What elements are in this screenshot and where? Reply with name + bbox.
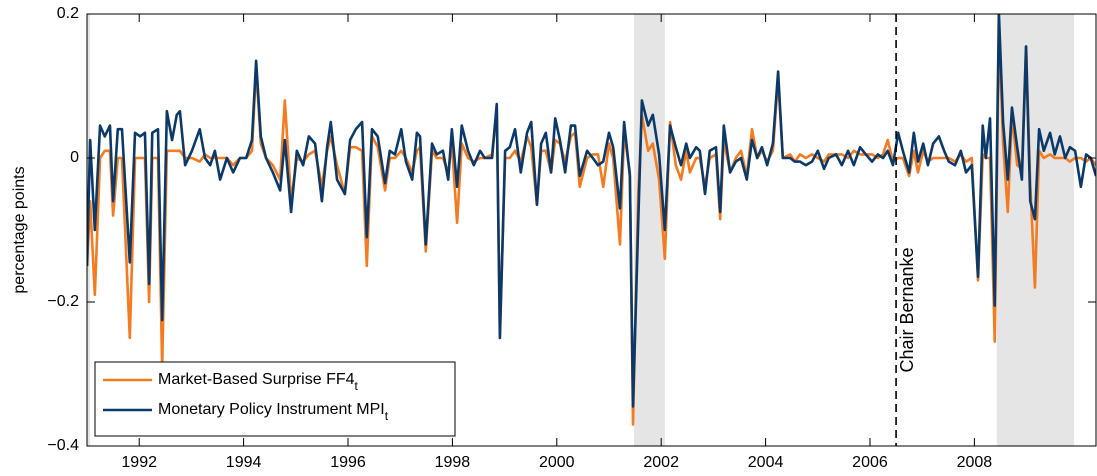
- x-tick-label: 2006: [852, 454, 888, 471]
- series-line: [87, 14, 1096, 408]
- legend-name: Monetary Policy Instrument MPI: [158, 401, 385, 418]
- x-tick-label: 2002: [643, 454, 679, 471]
- x-tick-label: 1994: [226, 454, 262, 471]
- legend-subscript: t: [355, 379, 359, 393]
- x-tick-label: 2008: [957, 454, 993, 471]
- legend-label: Market-Based Surprise FF4t: [158, 371, 359, 393]
- y-axis-label: percentage points: [11, 166, 28, 293]
- legend-subscript: t: [385, 409, 389, 423]
- plot-frame: [86, 13, 1097, 447]
- x-tick-label: 2004: [748, 454, 784, 471]
- legend-name: Market-Based Surprise FF4: [158, 371, 355, 388]
- series-line: [87, 27, 1096, 426]
- reference-label: Chair Bernanke: [897, 247, 917, 372]
- y-tick-label: −0.4: [47, 437, 79, 454]
- plot-lines: [87, 14, 1096, 426]
- x-tick-label: 1992: [121, 454, 157, 471]
- y-tick-label: 0.2: [57, 5, 79, 22]
- shaded-periods: [87, 14, 1075, 446]
- y-tick-label: 0: [70, 149, 79, 166]
- x-tick-label: 1996: [330, 454, 366, 471]
- legend-box: [94, 361, 456, 437]
- axes: Chair Bernanke −0.4 −0.2 0 0.2 1992 1994 1996 19…: [47, 5, 1097, 471]
- x-tick-label: 2000: [539, 454, 575, 471]
- y-tick-label: −0.2: [47, 293, 79, 310]
- legend-label: Monetary Policy Instrument MPIt: [158, 401, 389, 423]
- x-tick-label: 1998: [435, 454, 471, 471]
